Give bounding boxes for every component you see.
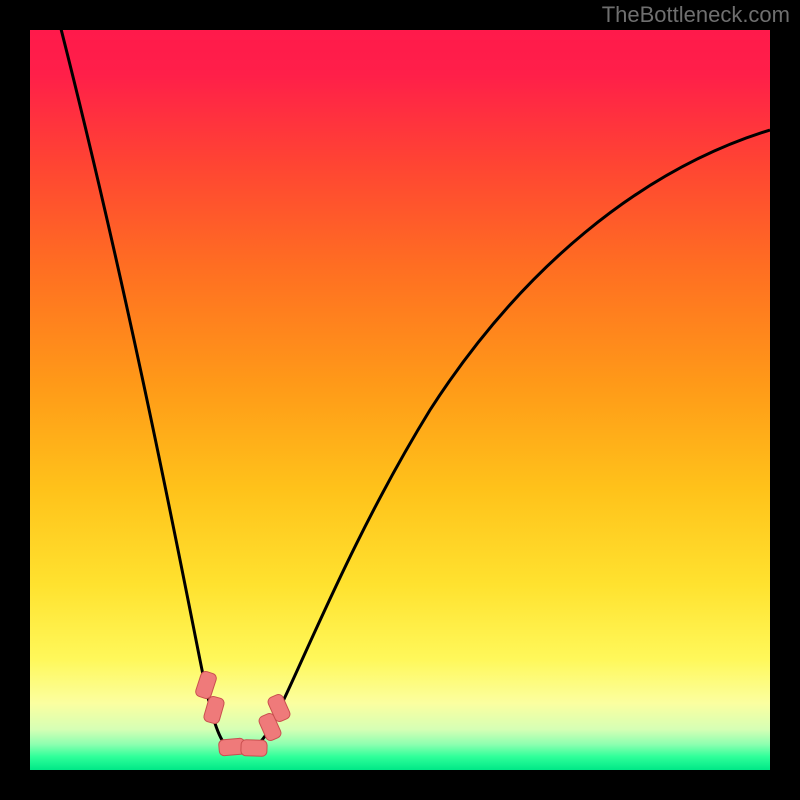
gradient-background <box>30 30 770 770</box>
watermark-text: TheBottleneck.com <box>602 2 790 28</box>
chart-stage: TheBottleneck.com <box>0 0 800 800</box>
marker-lozenge <box>241 740 268 757</box>
plot-svg <box>0 0 800 800</box>
